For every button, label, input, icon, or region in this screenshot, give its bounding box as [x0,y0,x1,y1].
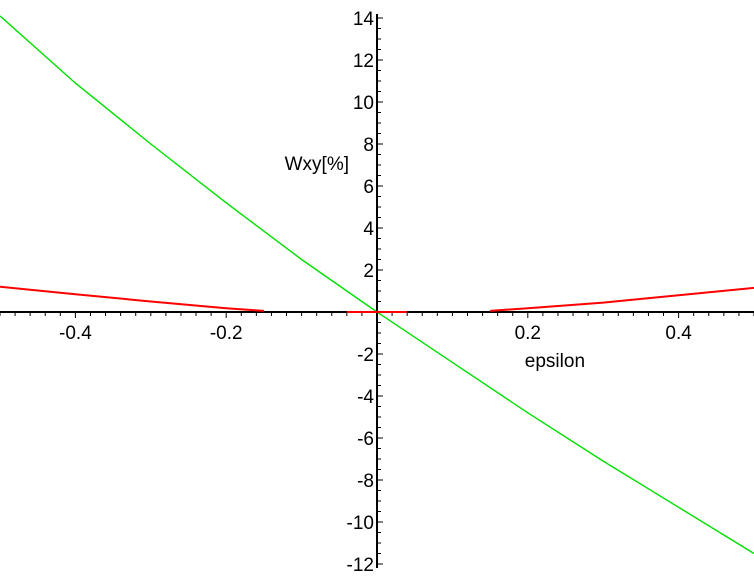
x-tick-label: 0.4 [665,323,692,344]
y-tick-label: -6 [357,429,374,450]
y-tick-label: 6 [363,177,374,198]
x-axis-label: epsilon [525,351,585,372]
series-1-line-segment-2 [490,286,754,312]
y-tick-label: -2 [357,345,374,366]
x-tick-label: 0.2 [515,323,541,344]
y-tick-label: 4 [363,219,374,240]
y-tick-label: -4 [357,387,374,408]
x-tick-label: -0.4 [59,323,92,344]
y-tick-label: -8 [357,471,374,492]
y-tick-label: 8 [363,135,374,156]
y-tick-label: -10 [347,513,374,534]
y-tick-label: 10 [353,93,374,114]
series-1-line-segment-0 [0,285,264,312]
y-tick-label: 12 [353,51,374,72]
labels: -0.4 -0.2 0.2 0.4 -12 -10 -8 -6 -4 -2 2 4 6 8 10 12 14 ep… [59,9,692,576]
x-tick-label: -0.2 [210,323,243,344]
y-tick-label: 14 [353,9,375,30]
y-tick-label: -12 [347,555,374,576]
y-tick-label: 2 [363,261,374,282]
series-layer [0,15,754,555]
y-axis-label: Wxy[%] [285,154,349,175]
